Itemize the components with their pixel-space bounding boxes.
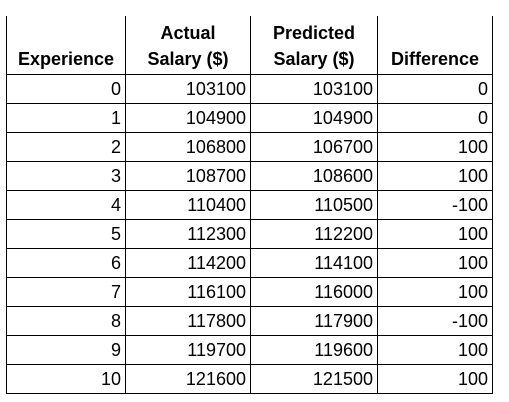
cell-actual-salary[interactable]: 114200 bbox=[125, 247, 251, 278]
table-row: 3 108700 108600 100 bbox=[6, 160, 493, 191]
cell-actual-salary[interactable]: 117800 bbox=[125, 305, 251, 336]
cell-predicted-salary[interactable]: 106700 bbox=[250, 131, 378, 162]
cell-actual-salary[interactable]: 119700 bbox=[125, 334, 251, 365]
cell-actual-salary[interactable]: 121600 bbox=[125, 363, 251, 394]
header-experience[interactable]: Experience bbox=[6, 16, 126, 75]
header-row: Experience Actual Salary ($) Predicted S… bbox=[6, 16, 493, 75]
cell-predicted-salary[interactable]: 104900 bbox=[250, 102, 378, 133]
header-actual-salary-line-1: Actual bbox=[160, 22, 216, 43]
header-predicted-salary-line-2: Salary ($) bbox=[273, 48, 355, 69]
cell-difference[interactable]: -100 bbox=[377, 189, 493, 220]
cell-difference[interactable]: 100 bbox=[377, 276, 493, 307]
cell-difference[interactable]: -100 bbox=[377, 305, 493, 336]
salary-comparison-table: Experience Actual Salary ($) Predicted S… bbox=[6, 16, 493, 394]
cell-difference[interactable]: 100 bbox=[377, 247, 493, 278]
table-row: 0 103100 103100 0 bbox=[6, 73, 493, 104]
cell-actual-salary[interactable]: 106800 bbox=[125, 131, 251, 162]
table-row: 8 117800 117900 -100 bbox=[6, 305, 493, 336]
cell-experience[interactable]: 7 bbox=[6, 276, 126, 307]
cell-experience[interactable]: 9 bbox=[6, 334, 126, 365]
cell-experience[interactable]: 3 bbox=[6, 160, 126, 191]
cell-experience[interactable]: 1 bbox=[6, 102, 126, 133]
cell-experience[interactable]: 2 bbox=[6, 131, 126, 162]
cell-experience[interactable]: 0 bbox=[6, 73, 126, 104]
cell-difference[interactable]: 100 bbox=[377, 363, 493, 394]
header-actual-salary[interactable]: Actual Salary ($) bbox=[125, 16, 251, 75]
cell-difference[interactable]: 100 bbox=[377, 218, 493, 249]
cell-difference[interactable]: 100 bbox=[377, 160, 493, 191]
cell-experience[interactable]: 8 bbox=[6, 305, 126, 336]
cell-experience[interactable]: 4 bbox=[6, 189, 126, 220]
cell-actual-salary[interactable]: 116100 bbox=[125, 276, 251, 307]
cell-predicted-salary[interactable]: 108600 bbox=[250, 160, 378, 191]
cell-difference[interactable]: 0 bbox=[377, 73, 493, 104]
table-header: Experience Actual Salary ($) Predicted S… bbox=[6, 16, 493, 75]
cell-predicted-salary[interactable]: 114100 bbox=[250, 247, 378, 278]
cell-difference[interactable]: 100 bbox=[377, 334, 493, 365]
cell-experience[interactable]: 5 bbox=[6, 218, 126, 249]
cell-experience[interactable]: 6 bbox=[6, 247, 126, 278]
cell-predicted-salary[interactable]: 103100 bbox=[250, 73, 378, 104]
cell-difference[interactable]: 100 bbox=[377, 131, 493, 162]
table-row: 1 104900 104900 0 bbox=[6, 102, 493, 133]
table-row: 5 112300 112200 100 bbox=[6, 218, 493, 249]
header-actual-salary-line-2: Salary ($) bbox=[147, 48, 229, 69]
table-row: 9 119700 119600 100 bbox=[6, 334, 493, 365]
cell-predicted-salary[interactable]: 112200 bbox=[250, 218, 378, 249]
table-row: 2 106800 106700 100 bbox=[6, 131, 493, 162]
cell-actual-salary[interactable]: 103100 bbox=[125, 73, 251, 104]
table-body: 0 103100 103100 0 1 104900 104900 0 2 10… bbox=[6, 73, 493, 394]
cell-difference[interactable]: 0 bbox=[377, 102, 493, 133]
header-difference-line-1: Difference bbox=[390, 48, 480, 69]
table-row: 10 121600 121500 100 bbox=[6, 363, 493, 394]
header-difference[interactable]: Difference bbox=[377, 16, 493, 75]
cell-predicted-salary[interactable]: 116000 bbox=[250, 276, 378, 307]
cell-actual-salary[interactable]: 112300 bbox=[125, 218, 251, 249]
cell-predicted-salary[interactable]: 110500 bbox=[250, 189, 378, 220]
cell-experience[interactable]: 10 bbox=[6, 363, 126, 394]
header-predicted-salary[interactable]: Predicted Salary ($) bbox=[250, 16, 378, 75]
header-experience-line-1: Experience bbox=[17, 48, 115, 69]
cell-actual-salary[interactable]: 104900 bbox=[125, 102, 251, 133]
cell-actual-salary[interactable]: 108700 bbox=[125, 160, 251, 191]
cell-predicted-salary[interactable]: 117900 bbox=[250, 305, 378, 336]
cell-predicted-salary[interactable]: 119600 bbox=[250, 334, 378, 365]
header-predicted-salary-line-1: Predicted bbox=[272, 22, 356, 43]
table-row: 4 110400 110500 -100 bbox=[6, 189, 493, 220]
table-row: 6 114200 114100 100 bbox=[6, 247, 493, 278]
table-row: 7 116100 116000 100 bbox=[6, 276, 493, 307]
cell-predicted-salary[interactable]: 121500 bbox=[250, 363, 378, 394]
cell-actual-salary[interactable]: 110400 bbox=[125, 189, 251, 220]
